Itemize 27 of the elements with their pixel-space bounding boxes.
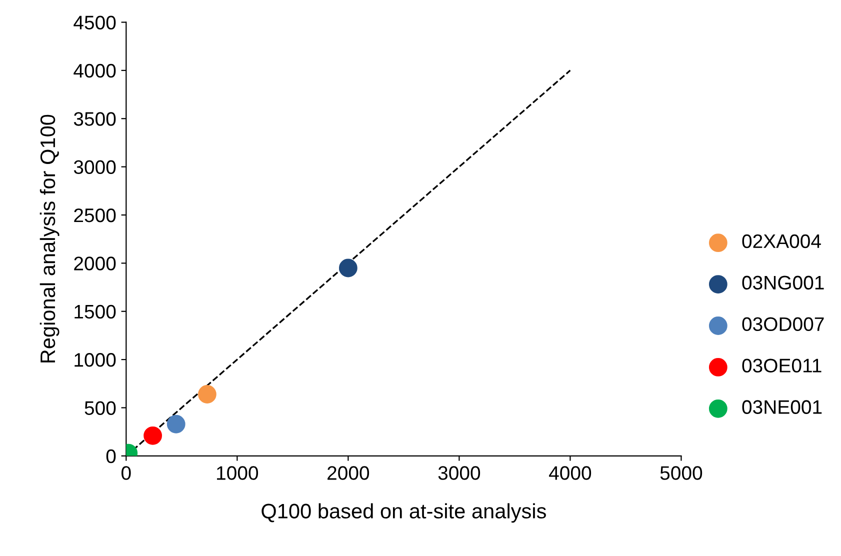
y-tick-label: 2000 — [74, 256, 116, 270]
y-tick-label: 3500 — [74, 112, 116, 126]
y-tick-label: 1500 — [74, 304, 116, 319]
y-tick-label: 0 — [106, 449, 116, 464]
legend-label: 03OE011 — [742, 358, 822, 372]
y-tick-label: 4500 — [74, 16, 116, 30]
x-tick-label: 1000 — [217, 466, 258, 480]
y-tick-label: 4000 — [74, 64, 116, 78]
x-tick-label: 4000 — [549, 466, 592, 480]
y-tick-label: 1000 — [74, 353, 116, 367]
legend-label: 03OD007 — [742, 317, 824, 332]
y-tick-label: 2500 — [74, 208, 116, 222]
x-tick-label: 0 — [122, 466, 131, 480]
x-axis-title: Q100 based on at-site analysis — [262, 503, 546, 523]
legend-label: 03NG001 — [742, 276, 824, 290]
legend-label: 03NE001 — [742, 400, 822, 414]
point — [166, 414, 186, 434]
x-tick-label: 2000 — [328, 466, 370, 480]
point — [338, 258, 358, 278]
y-axis-title: Regional analysis for Q100 — [40, 114, 60, 362]
point — [144, 426, 162, 445]
y-tick-label: 500 — [84, 401, 116, 415]
x-tick-label: 5000 — [660, 466, 702, 480]
x-tick-label: 3000 — [438, 466, 480, 480]
legend-label: 02XA004 — [742, 234, 821, 248]
y-tick-label: 3000 — [74, 160, 116, 174]
point — [198, 385, 216, 404]
